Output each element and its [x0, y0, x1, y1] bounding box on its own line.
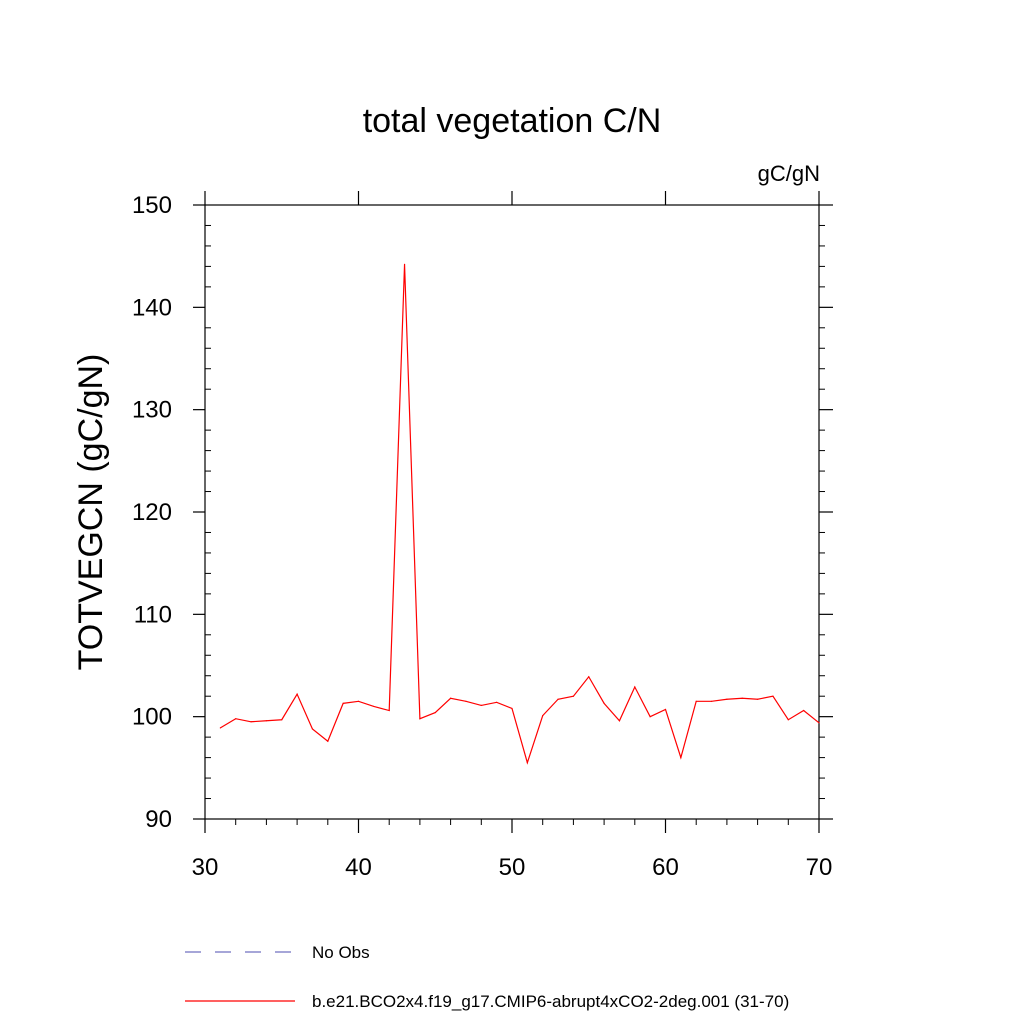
- data-point: [664, 708, 667, 711]
- data-point: [327, 740, 329, 742]
- data-point: [787, 719, 789, 721]
- data-point: [250, 721, 252, 723]
- units-label: gC/gN: [758, 161, 820, 186]
- y-major-ticks: [193, 204, 833, 820]
- data-point: [726, 698, 728, 700]
- data-point: [572, 695, 575, 697]
- data-point: [603, 702, 605, 704]
- legend-label-series: b.e21.BCO2x4.f19_g17.CMIP6-abrupt4xCO2-2…: [312, 992, 789, 1011]
- data-point: [818, 722, 820, 724]
- y-axis-label: TOTVEGCN (gC/gN): [72, 354, 110, 671]
- data-point: [741, 697, 743, 699]
- x-tick-label: 40: [345, 854, 372, 881]
- data-point: [281, 719, 283, 721]
- y-tick-label: 150: [132, 192, 172, 219]
- data-point: [219, 727, 221, 729]
- data-point: [588, 676, 590, 678]
- data-point: [511, 707, 513, 710]
- data-point: [772, 695, 774, 697]
- x-minor-ticks: [235, 819, 789, 825]
- y-tick-label: 120: [132, 499, 172, 526]
- x-major-ticks: [204, 191, 820, 833]
- data-point: [265, 720, 267, 722]
- legend: No Obs b.e21.BCO2x4.f19_g17.CMIP6-abrupt…: [185, 943, 789, 1011]
- data-point: [342, 702, 344, 704]
- data-points: [219, 263, 820, 764]
- legend-label-no-obs: No Obs: [312, 943, 370, 962]
- y-tick-labels: 90 100 110 120 130 140 150: [132, 192, 172, 833]
- data-point: [710, 700, 713, 702]
- y-tick-label: 110: [134, 601, 172, 628]
- data-point: [388, 709, 390, 712]
- data-point: [542, 715, 544, 717]
- y-minor-ticks: [205, 224, 825, 800]
- data-point: [419, 718, 421, 720]
- y-tick-label: 140: [132, 294, 172, 321]
- data-point: [480, 704, 482, 707]
- data-point: [618, 720, 621, 722]
- data-point: [526, 762, 528, 764]
- data-point: [496, 701, 498, 703]
- data-series-line: [220, 264, 820, 765]
- x-tick-labels: 30 40 50 60 70: [192, 854, 833, 881]
- y-tick-label: 130: [132, 397, 172, 424]
- data-point: [680, 757, 682, 759]
- data-point: [557, 698, 559, 700]
- data-point: [803, 709, 805, 712]
- x-tick-label: 70: [806, 854, 833, 881]
- data-point: [465, 700, 467, 702]
- data-point: [311, 728, 314, 730]
- data-point: [296, 693, 298, 695]
- data-point: [357, 700, 360, 702]
- data-point: [235, 718, 237, 720]
- chart-title: total vegetation C/N: [363, 102, 662, 140]
- x-tick-label: 50: [499, 854, 526, 881]
- y-tick-label: 100: [132, 704, 172, 731]
- data-point: [434, 711, 436, 714]
- data-point: [373, 705, 375, 708]
- plot-frame: [204, 204, 820, 820]
- data-point: [634, 686, 636, 688]
- x-tick-label: 60: [652, 854, 679, 881]
- x-tick-label: 30: [192, 854, 219, 881]
- data-point: [403, 263, 406, 265]
- data-point: [450, 697, 452, 699]
- y-tick-label: 90: [145, 806, 172, 833]
- data-point: [649, 716, 651, 718]
- data-point: [695, 700, 697, 702]
- data-point: [757, 698, 759, 700]
